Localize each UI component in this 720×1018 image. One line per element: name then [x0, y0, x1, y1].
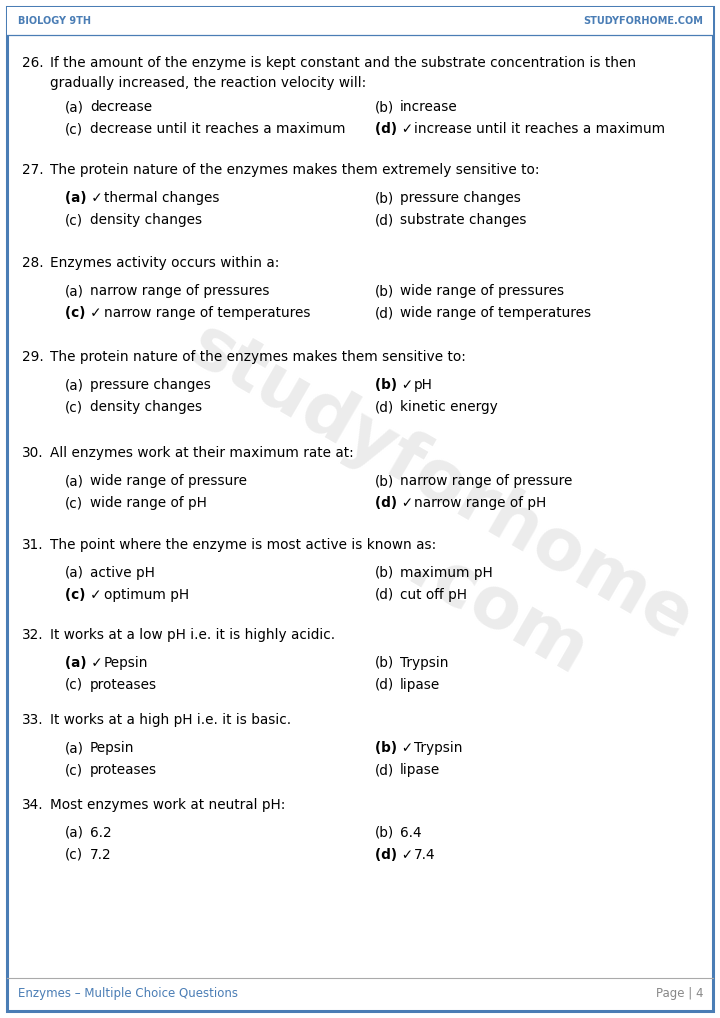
Text: BIOLOGY 9TH: BIOLOGY 9TH: [18, 16, 91, 26]
Text: density changes: density changes: [90, 213, 202, 227]
Text: (b): (b): [375, 191, 395, 205]
Text: density changes: density changes: [90, 400, 202, 414]
Text: thermal changes: thermal changes: [104, 191, 220, 205]
Text: Enzymes activity occurs within a:: Enzymes activity occurs within a:: [50, 256, 279, 270]
Text: 32.: 32.: [22, 628, 44, 642]
Text: (b): (b): [375, 100, 395, 114]
Text: (a): (a): [65, 826, 84, 840]
Bar: [7, 7, 713, 35]
Text: narrow range of pressure: narrow range of pressure: [400, 474, 572, 488]
Text: (a): (a): [65, 474, 84, 488]
Text: (c): (c): [65, 400, 83, 414]
Text: substrate changes: substrate changes: [400, 213, 526, 227]
Text: optimum pH: optimum pH: [104, 588, 189, 602]
Text: 6.4: 6.4: [400, 826, 422, 840]
Text: If the amount of the enzyme is kept constant and the substrate concentration is : If the amount of the enzyme is kept cons…: [50, 56, 636, 90]
Text: 34.: 34.: [22, 798, 44, 812]
Text: pH: pH: [414, 378, 433, 392]
Text: (a): (a): [65, 284, 84, 298]
Text: Enzymes – Multiple Choice Questions: Enzymes – Multiple Choice Questions: [18, 987, 238, 1001]
Text: 6.2: 6.2: [90, 826, 112, 840]
Text: (b) ✓: (b) ✓: [375, 741, 413, 755]
Text: (c): (c): [65, 496, 83, 510]
Text: 31.: 31.: [22, 538, 44, 552]
Text: (d) ✓: (d) ✓: [375, 848, 413, 862]
Text: (c): (c): [65, 122, 83, 136]
Text: narrow range of pH: narrow range of pH: [414, 496, 546, 510]
Text: 27.: 27.: [22, 163, 44, 177]
Text: Most enzymes work at neutral pH:: Most enzymes work at neutral pH:: [50, 798, 285, 812]
Text: 7.4: 7.4: [414, 848, 436, 862]
Text: 26.: 26.: [22, 56, 44, 70]
Text: (d) ✓: (d) ✓: [375, 122, 413, 136]
Text: (d): (d): [375, 400, 395, 414]
Text: kinetic energy: kinetic energy: [400, 400, 498, 414]
Text: studyforhome
         .com: studyforhome .com: [136, 312, 704, 725]
Text: (c): (c): [65, 848, 83, 862]
Text: (c) ✓: (c) ✓: [65, 306, 102, 320]
Text: It works at a low pH i.e. it is highly acidic.: It works at a low pH i.e. it is highly a…: [50, 628, 335, 642]
Text: 30.: 30.: [22, 446, 44, 460]
Text: increase: increase: [400, 100, 458, 114]
Text: wide range of pressure: wide range of pressure: [90, 474, 247, 488]
Text: (b): (b): [375, 474, 395, 488]
Text: (b) ✓: (b) ✓: [375, 378, 413, 392]
FancyBboxPatch shape: [7, 7, 713, 1011]
Text: pressure changes: pressure changes: [400, 191, 521, 205]
Text: The point where the enzyme is most active is known as:: The point where the enzyme is most activ…: [50, 538, 436, 552]
Text: (b): (b): [375, 826, 395, 840]
Text: wide range of temperatures: wide range of temperatures: [400, 306, 591, 320]
Text: Pepsin: Pepsin: [104, 656, 148, 670]
Text: (a): (a): [65, 566, 84, 580]
Text: The protein nature of the enzymes makes them sensitive to:: The protein nature of the enzymes makes …: [50, 350, 466, 364]
Text: 7.2: 7.2: [90, 848, 112, 862]
Text: narrow range of temperatures: narrow range of temperatures: [104, 306, 310, 320]
Text: All enzymes work at their maximum rate at:: All enzymes work at their maximum rate a…: [50, 446, 354, 460]
Text: 29.: 29.: [22, 350, 44, 364]
Text: maximum pH: maximum pH: [400, 566, 492, 580]
Text: (d): (d): [375, 764, 395, 777]
Text: (a) ✓: (a) ✓: [65, 191, 103, 205]
Text: (a): (a): [65, 100, 84, 114]
Text: (b): (b): [375, 656, 395, 670]
Text: 28.: 28.: [22, 256, 44, 270]
Text: Pepsin: Pepsin: [90, 741, 135, 755]
Text: Page | 4: Page | 4: [655, 987, 703, 1001]
Text: (d): (d): [375, 213, 395, 227]
Text: (c): (c): [65, 213, 83, 227]
Text: proteases: proteases: [90, 764, 157, 777]
Text: (d) ✓: (d) ✓: [375, 496, 413, 510]
Text: (c) ✓: (c) ✓: [65, 588, 102, 602]
Text: (b): (b): [375, 284, 395, 298]
Text: (c): (c): [65, 678, 83, 692]
Text: The protein nature of the enzymes makes them extremely sensitive to:: The protein nature of the enzymes makes …: [50, 163, 539, 177]
Text: It works at a high pH i.e. it is basic.: It works at a high pH i.e. it is basic.: [50, 713, 291, 727]
Text: Trypsin: Trypsin: [400, 656, 449, 670]
Text: lipase: lipase: [400, 678, 440, 692]
Text: (a): (a): [65, 378, 84, 392]
Text: decrease until it reaches a maximum: decrease until it reaches a maximum: [90, 122, 346, 136]
Text: (b): (b): [375, 566, 395, 580]
Text: 33.: 33.: [22, 713, 44, 727]
Text: wide range of pH: wide range of pH: [90, 496, 207, 510]
Text: STUDYFORHOME.COM: STUDYFORHOME.COM: [583, 16, 703, 26]
Text: lipase: lipase: [400, 764, 440, 777]
Text: (a) ✓: (a) ✓: [65, 656, 103, 670]
Text: (c): (c): [65, 764, 83, 777]
Text: (a): (a): [65, 741, 84, 755]
Text: (d): (d): [375, 678, 395, 692]
Text: cut off pH: cut off pH: [400, 588, 467, 602]
Text: decrease: decrease: [90, 100, 152, 114]
Text: active pH: active pH: [90, 566, 155, 580]
Text: (d): (d): [375, 306, 395, 320]
Text: wide range of pressures: wide range of pressures: [400, 284, 564, 298]
Text: increase until it reaches a maximum: increase until it reaches a maximum: [414, 122, 665, 136]
Text: pressure changes: pressure changes: [90, 378, 211, 392]
Text: Trypsin: Trypsin: [414, 741, 462, 755]
Text: (d): (d): [375, 588, 395, 602]
Text: narrow range of pressures: narrow range of pressures: [90, 284, 269, 298]
Text: proteases: proteases: [90, 678, 157, 692]
